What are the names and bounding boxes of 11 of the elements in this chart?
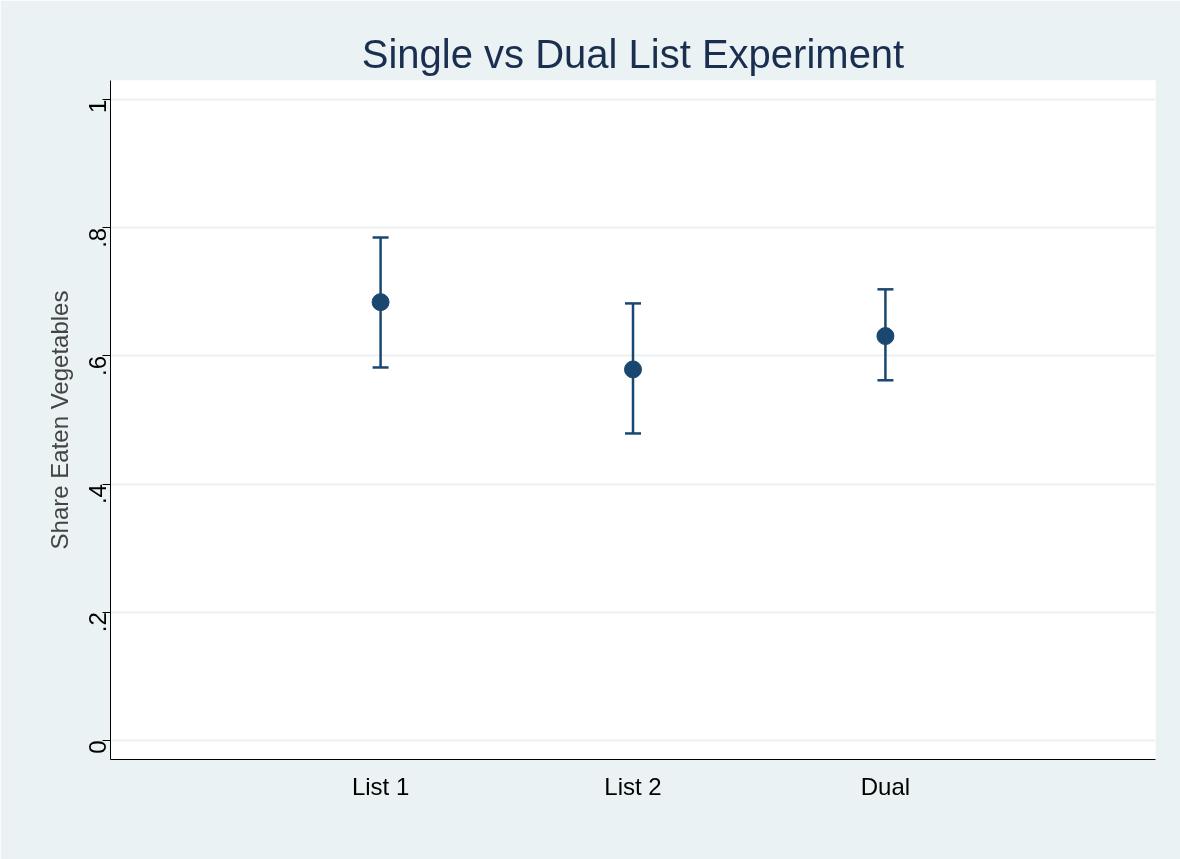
y-axis-title: Share Eaten Vegetables [45,290,73,550]
chart-title: Single vs Dual List Experiment [361,31,905,76]
x-tick-label: Dual [860,772,911,800]
y-tick-label: .4 [84,484,111,505]
y-tick-label: .2 [84,612,111,633]
x-tick-label: List 1 [351,772,410,800]
y-tick-label: .6 [84,355,111,376]
y-tick-label: 0 [84,740,111,754]
y-tick-label: 1 [84,99,111,114]
y-tick-label: .8 [84,227,111,248]
x-tick-label: List 2 [604,772,662,800]
